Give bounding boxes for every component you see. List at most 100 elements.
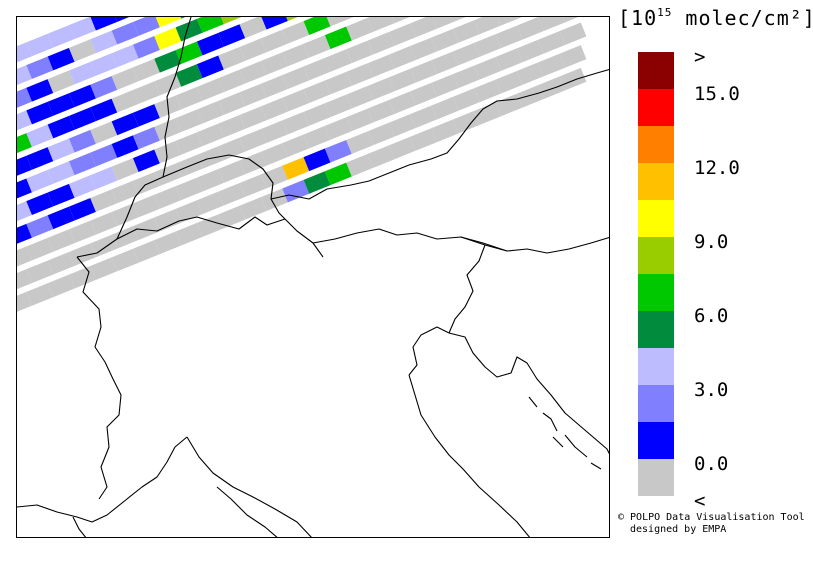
legend-swatch xyxy=(638,422,674,459)
swath-pixel xyxy=(324,26,352,50)
color-legend: [1015 molec/cm²] >15.0 12.0 9.0 6.0 3.0 0.0 < xyxy=(612,0,813,566)
swath-scanline xyxy=(17,17,374,156)
swath-pixel xyxy=(303,35,331,58)
swath-pixel xyxy=(47,93,75,116)
swath-pixel xyxy=(239,38,267,61)
swath-pixel xyxy=(282,89,310,112)
legend-tick-label: 0.0 xyxy=(694,453,729,475)
legend-swatch xyxy=(638,385,674,422)
swath-pixel xyxy=(538,31,566,54)
swath-pixel xyxy=(324,139,352,163)
swath-pixel xyxy=(196,100,224,124)
swath-pixel xyxy=(154,17,182,28)
swath-pixel xyxy=(111,248,139,272)
swath-pixel xyxy=(111,44,139,68)
swath-pixel xyxy=(346,40,374,64)
swath-pixel xyxy=(538,76,566,99)
swath-pixel xyxy=(282,21,310,44)
swath-pixel xyxy=(175,18,203,42)
swath-pixel xyxy=(111,135,139,158)
swath-pixel xyxy=(559,22,587,46)
swath-pixel xyxy=(68,61,96,85)
coastline-adriatic-west xyxy=(408,374,531,537)
swath-pixel xyxy=(154,186,182,209)
swath-pixel xyxy=(47,206,75,230)
swath-pixel xyxy=(68,175,96,198)
swath-pixel xyxy=(452,88,480,111)
credit-line-1: © POLPO Data Visualisation Tool xyxy=(618,512,805,523)
swath-pixel xyxy=(26,56,54,79)
legend-tick-label: 15.0 xyxy=(694,83,740,105)
swath-scanline xyxy=(17,45,587,292)
swath-pixel xyxy=(17,291,32,315)
swath-pixel xyxy=(410,17,438,38)
legend-units-title: [1015 molec/cm²] xyxy=(618,6,813,30)
swath-pixel xyxy=(175,222,203,246)
swath-pixel xyxy=(154,118,182,141)
swath-pixel xyxy=(175,132,203,155)
swath-scanline xyxy=(17,17,310,133)
swath-pixel xyxy=(90,121,118,144)
border-france-italy xyxy=(76,256,122,500)
units-suffix: molec/cm²] xyxy=(672,6,813,30)
swath-pixel xyxy=(218,160,246,183)
swath-pixel xyxy=(26,192,54,216)
swath-pixel xyxy=(431,119,459,143)
swath-pixel xyxy=(367,54,395,78)
swath-pixel xyxy=(111,180,139,204)
swath-pixel xyxy=(388,136,416,160)
swath-pixel xyxy=(68,84,96,108)
swath-scanline xyxy=(17,22,587,270)
swath-pixel xyxy=(17,42,32,65)
swath-pixel xyxy=(47,274,75,298)
swath-pixel xyxy=(111,90,139,113)
swath-pixel xyxy=(388,91,416,114)
swath-pixel xyxy=(388,23,416,46)
swath-pixel xyxy=(495,48,523,71)
swath-pixel xyxy=(17,246,32,270)
swath-scanline xyxy=(17,17,139,65)
swath-pixel xyxy=(346,63,374,86)
swath-pixel xyxy=(516,17,544,40)
swath-pixel xyxy=(388,46,416,69)
swath-pixel xyxy=(132,36,160,59)
swath-pixel xyxy=(346,108,374,132)
swath-scanline xyxy=(17,17,480,201)
swath-scanline xyxy=(17,17,246,111)
border-swiss-north xyxy=(116,154,286,240)
legend-swatch xyxy=(638,200,674,237)
swath-pixel xyxy=(90,189,118,212)
swath-pixel xyxy=(239,106,267,129)
swath-pixel xyxy=(260,143,288,166)
swath-pixel xyxy=(17,110,32,133)
swath-pixel xyxy=(26,215,54,238)
border-slovenia-italy xyxy=(448,244,486,334)
swath-pixel xyxy=(431,96,459,120)
swath-pixel xyxy=(175,41,203,65)
swath-pixel xyxy=(175,86,203,110)
swath-pixel xyxy=(111,21,139,45)
swath-pixel xyxy=(90,257,118,280)
swath-pixel xyxy=(26,283,54,306)
swath-pixel xyxy=(388,114,416,137)
swath-pixel xyxy=(303,80,331,104)
swath-pixel xyxy=(452,42,480,66)
swath-pixel xyxy=(90,212,118,235)
swath-pixel xyxy=(516,39,544,63)
swath-pixel xyxy=(154,208,182,232)
swath-pixel xyxy=(324,117,352,140)
swath-pixel xyxy=(239,83,267,107)
swath-pixel xyxy=(282,43,310,67)
legend-swatch xyxy=(638,89,674,126)
swath-pixel xyxy=(196,214,224,237)
border-italy-internal xyxy=(186,436,312,537)
swath-pixel xyxy=(410,82,438,106)
swath-pixel xyxy=(17,133,32,156)
swath-pixel xyxy=(260,188,288,211)
legend-tick-label: 3.0 xyxy=(694,379,729,401)
swath-pixel xyxy=(218,114,246,138)
swath-pixel xyxy=(196,17,224,33)
swath-pixel xyxy=(218,183,246,206)
swath-scanline xyxy=(17,17,416,179)
swath-pixel xyxy=(196,55,224,79)
